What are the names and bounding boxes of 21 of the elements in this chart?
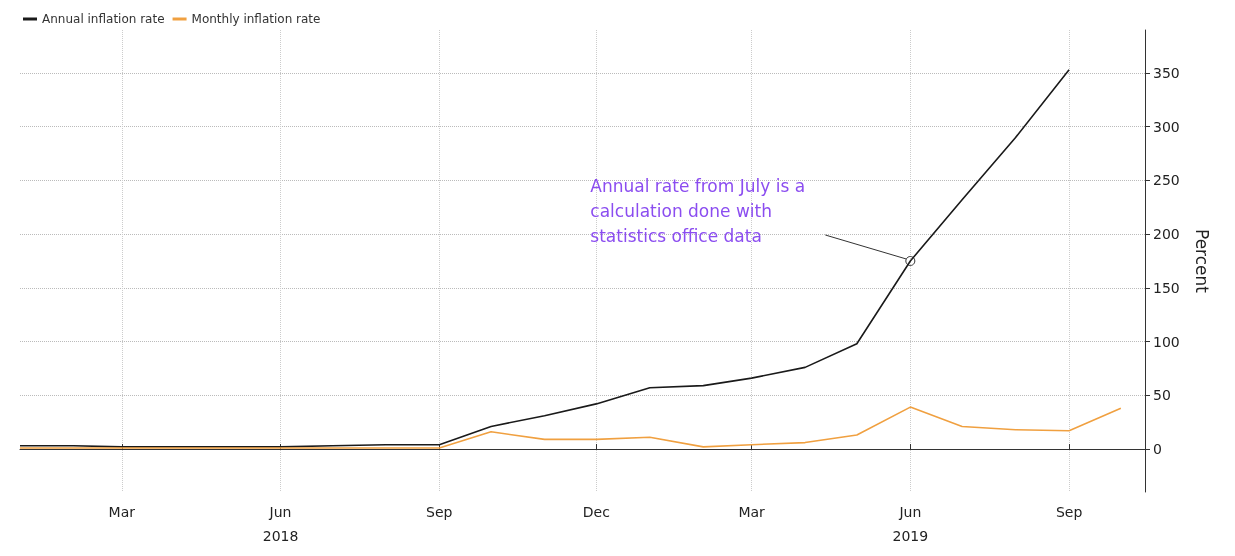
x-tick-label: Dec — [582, 504, 610, 520]
x-tick-label: Mar — [738, 504, 766, 520]
legend-label: Monthly inflation rate — [191, 12, 321, 26]
line-series — [19, 406, 1122, 449]
x-tick-label: Jun 2018 — [262, 504, 299, 544]
y-tick-label: 100 — [1153, 333, 1180, 350]
legend-label: Annual inflation rate — [42, 12, 165, 26]
x-tick-label: Sep — [1055, 504, 1083, 520]
y-tick-label: 200 — [1153, 226, 1180, 243]
line-series — [19, 68, 1070, 448]
x-tick-label: Mar — [108, 504, 136, 520]
y-tick-label: 50 — [1153, 387, 1171, 404]
y-tick-label: 250 — [1153, 172, 1180, 189]
y-tick-label: 150 — [1153, 279, 1180, 296]
y-tick-label: 350 — [1153, 64, 1180, 81]
y-axis-title: Percent — [1191, 229, 1212, 294]
annotation: Annual rate from July is a calculation done with statistics office data — [590, 175, 811, 246]
x-tick-label: Jun 2019 — [892, 504, 929, 544]
x-tick-label: Sep — [426, 504, 453, 520]
y-tick-label: 0 — [1153, 441, 1162, 458]
y-tick-label: 300 — [1153, 118, 1180, 135]
